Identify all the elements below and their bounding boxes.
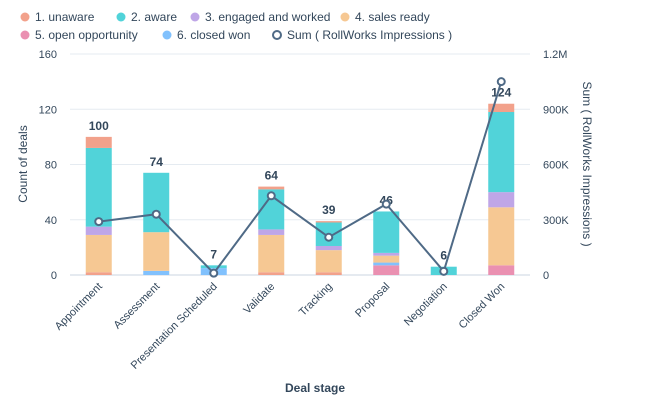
legend-marker-icon <box>340 12 350 22</box>
impressions-point <box>94 217 104 227</box>
legend: 1. unaware 2. aware 3. engaged and worked 4… <box>20 10 452 42</box>
impressions-point <box>324 232 334 242</box>
bar-segment <box>85 147 112 227</box>
y2-axis-ticks: 0 300K 600K 900K 1.2M <box>543 49 569 282</box>
bar-segment <box>200 265 227 269</box>
y2-tick-label: 300K <box>543 215 569 227</box>
bar-total-label: 100 <box>89 119 109 133</box>
bar-total-label: 6 <box>440 249 447 263</box>
bar-total-label: 124 <box>491 86 511 100</box>
bar-segment <box>85 226 112 235</box>
bar-segment <box>258 186 285 190</box>
y-tick-label: 40 <box>45 215 57 227</box>
bar-segment <box>315 245 342 251</box>
bar-segment <box>258 229 285 235</box>
legend-label: 1. unaware <box>35 10 95 24</box>
bar-segment <box>373 255 400 263</box>
legend-marker-icon <box>190 12 200 22</box>
x-category-label: Validate <box>241 281 277 317</box>
legend-label: 3. engaged and worked <box>205 10 330 24</box>
legend-item: 2. aware <box>116 10 177 24</box>
legend-label: 2. aware <box>131 10 177 24</box>
y2-tick-label: 0 <box>543 270 549 282</box>
bar-total-label: 74 <box>150 155 164 169</box>
legend-marker-icon <box>20 30 30 40</box>
bar-segment <box>85 136 112 148</box>
legend-label: 5. open opportunity <box>35 28 138 42</box>
bar-segment <box>373 265 400 275</box>
y2-axis-title: Sum ( RollWorks Impressions ) <box>580 81 594 246</box>
y-axis-title: Count of deals <box>16 125 30 202</box>
bars <box>85 103 515 275</box>
x-axis-title: Deal stage <box>285 381 345 395</box>
bar-segment <box>258 234 285 273</box>
bar-segment <box>373 252 400 256</box>
legend-marker-icon <box>116 12 126 22</box>
y-tick-label: 0 <box>51 270 57 282</box>
x-category-label: Proposal <box>353 281 392 320</box>
bar-total-label: 39 <box>322 203 336 217</box>
bar-total-label: 7 <box>210 247 217 261</box>
legend-item: 5. open opportunity <box>20 28 138 42</box>
legend-label: 6. closed won <box>177 28 250 42</box>
bar-segment <box>373 211 400 253</box>
legend-label: Sum ( RollWorks Impressions ) <box>287 28 452 42</box>
bar-segment <box>373 262 400 266</box>
gridlines <box>70 53 530 276</box>
y2-tick-label: 600K <box>543 160 569 172</box>
impressions-point <box>439 266 449 276</box>
bar-segment <box>488 103 515 113</box>
bar-segment <box>315 221 342 223</box>
legend-marker-icon <box>272 30 282 40</box>
y2-tick-label: 900K <box>543 104 569 116</box>
impressions-point <box>151 209 161 219</box>
bar-segment <box>488 192 515 208</box>
y-axis-ticks: 0 40 80 120 160 <box>39 49 57 282</box>
impressions-point <box>209 268 219 278</box>
bar-segment <box>488 207 515 266</box>
x-category-label: Closed Won <box>457 281 508 332</box>
bar-segment <box>85 234 112 273</box>
y2-tick-label: 1.2M <box>543 49 567 61</box>
bar-segment <box>315 250 342 273</box>
impressions-line-path <box>98 81 503 275</box>
legend-item: 4. sales ready <box>340 10 430 24</box>
bar-segment <box>315 272 342 275</box>
x-category-label: Tracking <box>297 281 335 319</box>
bar-segment <box>85 272 112 275</box>
y-tick-label: 80 <box>45 160 57 172</box>
legend-item: 6. closed won <box>162 28 250 42</box>
impressions-point <box>496 77 506 87</box>
x-category-label: Assessment <box>112 281 163 332</box>
x-category-label: Negotiation <box>402 281 450 329</box>
y-tick-label: 160 <box>39 49 57 61</box>
legend-item: 1. unaware <box>20 10 95 24</box>
legend-item: Sum ( RollWorks Impressions ) <box>272 28 452 42</box>
impressions-point <box>266 191 276 201</box>
bar-segment <box>488 112 515 193</box>
impressions-point <box>381 199 391 209</box>
legend-marker-icon <box>162 30 172 40</box>
legend-item: 3. engaged and worked <box>190 10 330 24</box>
y-tick-label: 120 <box>39 104 57 116</box>
bar-total-label: 64 <box>265 169 279 183</box>
bar-segment <box>143 232 170 271</box>
bar-segment <box>488 265 515 275</box>
legend-marker-icon <box>20 12 30 22</box>
legend-label: 4. sales ready <box>355 10 430 24</box>
bar-segment <box>258 272 285 275</box>
bar-segment <box>143 270 170 275</box>
impressions-line <box>94 77 506 278</box>
x-category-label: Appointment <box>53 281 105 333</box>
